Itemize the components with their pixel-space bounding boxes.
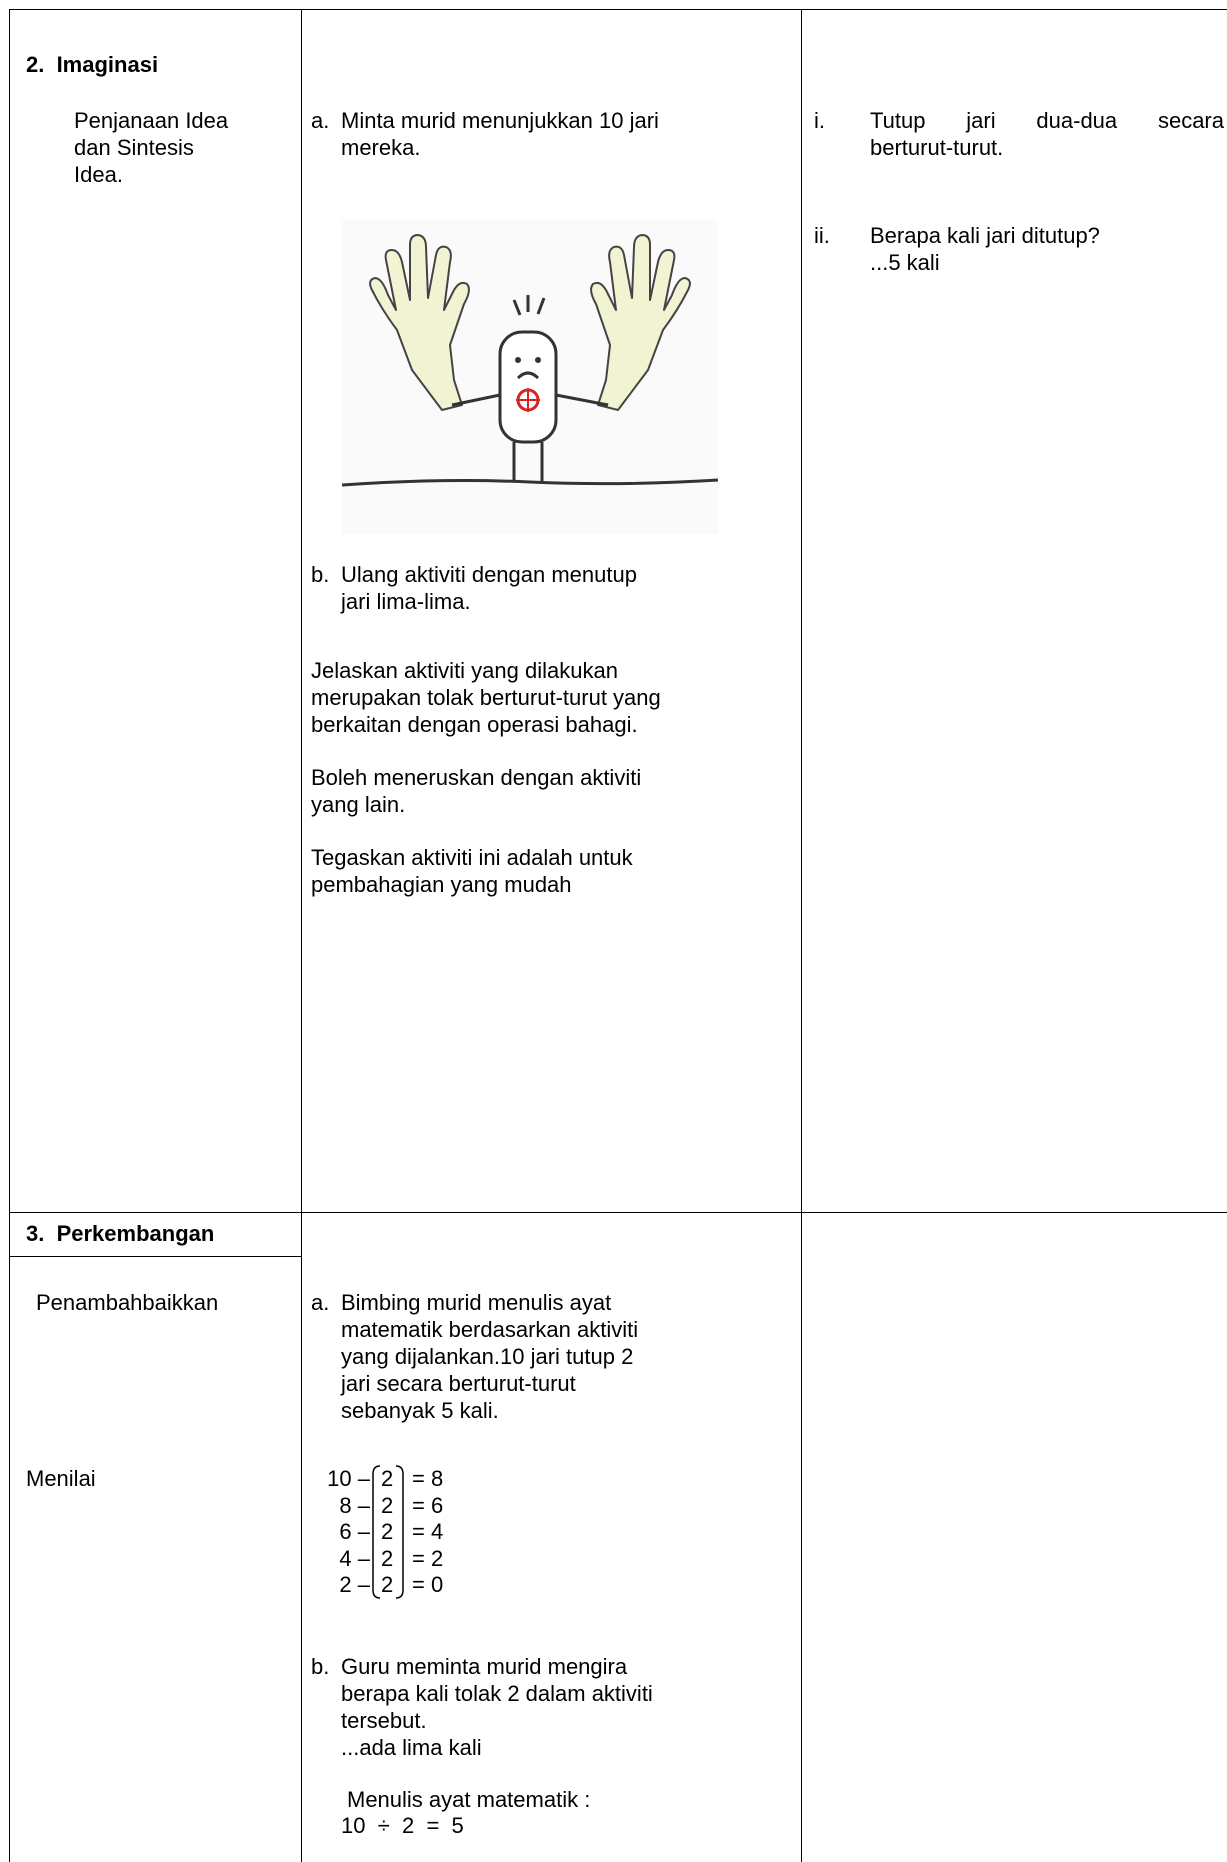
paragraph-text: berkaitan dengan operasi bahagi. [311,712,638,737]
equation-box: 2 [381,1545,394,1571]
equation-box: 2 [381,1572,394,1597]
equation-right: = 0 [412,1572,444,1597]
border [9,1256,301,1257]
equation-box: 2 [381,1492,394,1518]
paragraph-text: yang lain. [311,792,406,817]
note-text: ...5 kali [870,250,940,275]
item-text: jari lima-lima. [341,589,471,614]
item-text: Guru meminta murid mengira [341,1654,628,1679]
item-marker: b. [311,562,330,587]
equation-box: 2 [381,1519,394,1544]
border [9,9,1227,10]
item-text: Bimbing murid menulis ayat [341,1290,612,1315]
border [301,9,302,1862]
step-text: Idea. [74,162,123,187]
equation-left: 4 – [339,1545,370,1571]
step-text: Penjanaan Idea [74,108,229,133]
paragraph-text: Jelaskan aktiviti yang dilakukan [311,658,618,683]
item-text: mereka. [341,135,421,160]
note-marker: i. [814,108,825,133]
step-text: Penambahbaikkan [36,1290,219,1315]
item-marker: a. [311,108,330,133]
border [9,9,10,1862]
equation-left: 8 – [339,1492,370,1518]
item-text: yang dijalankan.10 jari tutup 2 [341,1344,634,1369]
paragraph-text: Tegaskan aktiviti ini adalah untuk [311,845,633,870]
item-text: jari secara berturut-turut [341,1371,576,1396]
subtraction-brackets [372,1465,404,1599]
step-text: dan Sintesis [74,135,194,160]
stage-title: 2. Imaginasi [26,52,159,77]
paragraph-text: merupakan tolak berturut-turut yang [311,685,661,710]
border [9,1212,1227,1213]
item-marker: a. [311,1290,330,1315]
note-text: berturut-turut. [870,135,1004,160]
equation-left: 6 – [339,1519,370,1544]
item-text: ...ada lima kali [341,1735,482,1760]
note-text: Tutup jari dua-dua secara [870,108,1224,133]
paragraph-text: Boleh meneruskan dengan aktiviti [311,765,642,790]
equation-right: = 2 [412,1545,444,1571]
paragraph-text: pembahagian yang mudah [311,872,572,897]
item-text: matematik berdasarkan aktiviti [341,1317,639,1342]
equation-right: = 8 [412,1466,444,1491]
item-text: Ulang aktiviti dengan menutup [341,562,637,587]
equation-right: = 4 [412,1519,444,1544]
item-marker: b. [311,1654,330,1679]
item-text: berapa kali tolak 2 dalam aktiviti [341,1681,653,1706]
math-label: Menulis ayat matematik : [347,1787,591,1812]
math-sentence: 10 ÷ 2 = 5 [341,1813,464,1838]
step-text: Menilai [26,1466,96,1491]
note-text: Berapa kali jari ditutup? [870,223,1100,248]
item-text: sebanyak 5 kali. [341,1398,499,1423]
stage-title: 3. Perkembangan [26,1221,215,1246]
equation-left: 2 – [339,1572,370,1597]
equation-box: 2 [381,1466,394,1491]
note-marker: ii. [814,223,830,248]
item-text: Minta murid menunjukkan 10 jari [341,108,659,133]
item-text: tersebut. [341,1708,427,1733]
border [801,9,802,1862]
equation-left: 10 – [327,1466,370,1491]
equation-right: = 6 [412,1492,444,1518]
hands-illustration [342,220,718,534]
